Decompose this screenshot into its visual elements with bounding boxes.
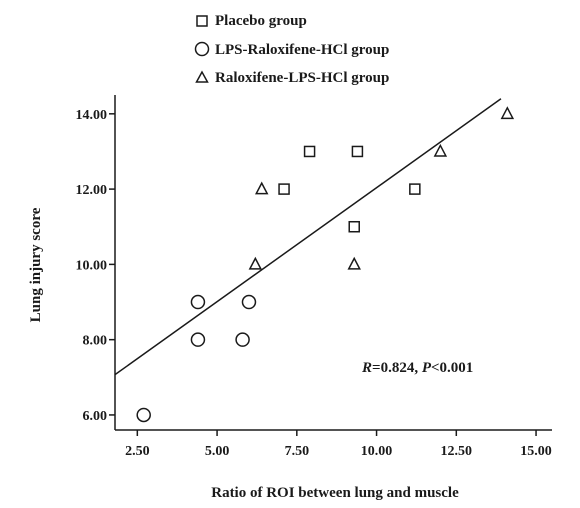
legend-triangle-marker	[195, 70, 209, 83]
point-placebo	[278, 183, 290, 195]
y-axis-label: Lung injury score	[28, 207, 44, 322]
legend-square-marker	[196, 15, 208, 27]
point-lps-raloxifene	[235, 332, 250, 347]
regression-line	[114, 98, 502, 376]
point-raloxifene-lps	[347, 256, 361, 270]
legend-label-placebo: Placebo group	[215, 13, 307, 29]
legend-label-raloxifene-lps: Raloxifene-LPS-HCl group	[215, 70, 389, 86]
legend-item-raloxifene-lps: Raloxifene-LPS-HCl group	[195, 70, 389, 86]
legend-label-lps-raloxifene: LPS-Raloxifene-HCl group	[215, 42, 389, 58]
point-placebo	[303, 145, 316, 158]
x-tick-label: 15.00	[520, 444, 552, 459]
x-ticks: 2.50 5.00 7.50 10.00 12.50 15.00	[125, 430, 552, 459]
x-tick-label: 2.50	[125, 444, 150, 459]
r-symbol: R	[361, 360, 372, 376]
legend-item-placebo: Placebo group	[196, 13, 307, 29]
x-tick-label: 10.00	[361, 444, 393, 459]
point-raloxifene-lps	[433, 143, 448, 157]
point-lps-raloxifene	[241, 294, 257, 310]
y-tick-label: 6.00	[83, 409, 108, 424]
y-tick-label: 14.00	[76, 108, 108, 123]
point-lps-raloxifene	[136, 407, 151, 423]
data-points	[136, 106, 515, 423]
y-tick-label: 10.00	[76, 258, 108, 273]
legend-circle-marker	[194, 41, 210, 57]
y-tick-label: 8.00	[83, 334, 108, 349]
point-raloxifene-lps	[248, 256, 263, 270]
point-lps-raloxifene	[190, 294, 206, 310]
legend-item-lps-raloxifene: LPS-Raloxifene-HCl group	[194, 41, 389, 58]
x-tick-label: 7.50	[285, 444, 310, 459]
y-tick-label: 12.00	[76, 183, 108, 198]
p-value: <0.001	[431, 360, 473, 376]
x-axis-label: Ratio of ROI between lung and muscle	[211, 485, 459, 501]
point-lps-raloxifene	[190, 332, 206, 347]
x-tick-label: 5.00	[205, 444, 230, 459]
legend: Placebo group LPS-Raloxifene-HCl group R…	[194, 13, 389, 86]
point-placebo	[409, 183, 421, 195]
y-ticks: 6.00 8.00 10.00 12.00 14.00	[76, 108, 115, 424]
point-raloxifene-lps	[254, 181, 269, 195]
stats-annotation: R=0.824, P<0.001	[361, 360, 473, 376]
x-tick-label: 12.50	[441, 444, 473, 459]
point-placebo	[348, 220, 360, 233]
point-raloxifene-lps	[500, 106, 515, 120]
point-placebo	[351, 145, 364, 158]
r-value: =0.824,	[372, 360, 422, 376]
p-symbol: P	[422, 360, 432, 376]
